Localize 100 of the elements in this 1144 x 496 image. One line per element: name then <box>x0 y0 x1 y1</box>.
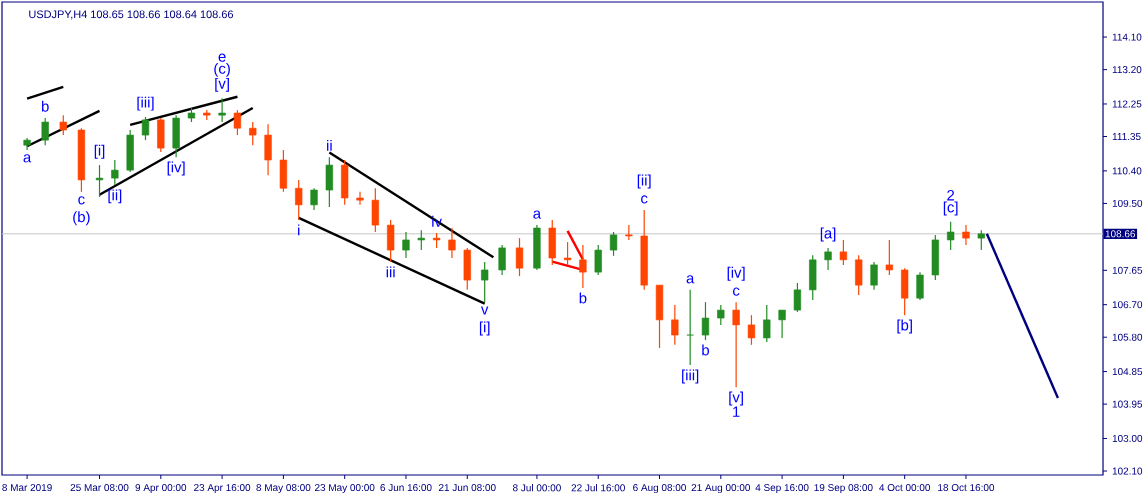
y-tick-label: 106.70 <box>1112 301 1143 309</box>
x-tick-label: 4 Sep 16:00 <box>755 484 809 494</box>
annotation: a <box>533 210 542 219</box>
candlestick <box>448 227 456 259</box>
x-tick-label: 21 Jun 08:00 <box>438 484 496 492</box>
annotation: [c] <box>943 201 958 216</box>
y-tick-label: 105.80 <box>1112 333 1143 341</box>
candlestick <box>763 304 771 343</box>
candlestick <box>793 282 802 313</box>
x-tick-label: 25 Mar 08:00 <box>70 484 129 492</box>
text: USDJPY,H4 108.65 108.66 108.64 108.66 <box>29 10 234 20</box>
annotation: c <box>641 195 648 204</box>
y-tick-label: 110.40 <box>1112 167 1142 175</box>
y-tick-label: 109.50 <box>1112 199 1143 207</box>
annotation: [iii] <box>137 96 154 111</box>
y-tick-label: 112.25 <box>1112 100 1142 108</box>
candlestick <box>717 304 725 326</box>
x-tick-label: 21 Aug 00:00 <box>691 484 751 494</box>
annotation: [ii] <box>108 189 122 204</box>
candlestick <box>141 116 150 141</box>
candlestick <box>295 179 303 221</box>
x-tick-label: 8 May 08:00 <box>256 484 311 494</box>
annotation: c <box>78 196 85 205</box>
candlestick <box>594 244 602 276</box>
x-tick-label: 23 May 00:00 <box>315 484 375 494</box>
candlestick <box>515 237 524 277</box>
annotation: b <box>579 292 587 304</box>
annotation: b <box>702 344 710 356</box>
y-tick-label: 104.85 <box>1112 368 1143 376</box>
candlestick <box>579 244 587 289</box>
candlestick <box>686 289 694 366</box>
x-tick-label: 4 Oct 00:00 <box>879 484 931 492</box>
candlestick <box>233 109 242 136</box>
annotation: [iv] <box>167 161 185 176</box>
candlestick <box>916 271 924 301</box>
annotation: [iii] <box>682 369 699 384</box>
x-tick-label: 19 Sep 08:00 <box>814 484 873 494</box>
candlestick <box>625 224 633 241</box>
candlestick <box>947 221 955 251</box>
candlestick <box>870 261 878 291</box>
candlestick <box>402 231 410 259</box>
y-tick-label: 103.95 <box>1112 400 1143 408</box>
y-tick-label: 111.35 <box>1112 132 1141 141</box>
y-tick-label: 113.20 <box>1112 66 1142 74</box>
y-tick-label: 107.65 <box>1112 266 1143 274</box>
candlestick <box>778 309 786 339</box>
y-tick-label: 102.10 <box>1112 467 1143 475</box>
candlestick <box>356 191 364 206</box>
candlestick <box>824 247 832 271</box>
x-tick-label: 23 Apr 16:00 <box>194 484 251 494</box>
x-tick-label: 6 Aug 08:00 <box>633 484 686 494</box>
y-tick-label: 103.00 <box>1112 434 1143 442</box>
candlestick <box>310 187 318 211</box>
candlestick <box>701 301 710 341</box>
x-tick-label: 8 Jul 00:00 <box>512 484 561 492</box>
annotation: [iv] <box>727 266 745 281</box>
candlestick <box>962 224 970 246</box>
candlestick <box>747 314 756 346</box>
annotation: (b) <box>73 211 90 226</box>
candlestick <box>885 239 893 276</box>
annotation: [i] <box>479 321 490 336</box>
annotation: 2 <box>947 190 955 201</box>
y-tick-label: 114.10 <box>1112 33 1142 41</box>
x-tick-label: 6 Jun 16:00 <box>380 484 432 492</box>
candlestick <box>732 301 740 388</box>
annotation: ii <box>327 139 332 151</box>
candlestick <box>481 261 489 303</box>
annotation: a <box>686 275 695 284</box>
candlestick <box>609 231 618 257</box>
annotation: [b] <box>897 319 912 334</box>
x-tick-label: 18 Oct 16:00 <box>938 484 995 492</box>
candlestick <box>111 159 119 186</box>
annotation: b <box>42 100 49 112</box>
annotation: c <box>733 287 740 296</box>
annotation: [ii] <box>637 174 651 189</box>
ref-line-label: 108.66 <box>1105 230 1136 238</box>
annotation: a <box>23 154 32 163</box>
x-tick-label: 8 Mar 2019 <box>2 484 52 492</box>
annotation: [i] <box>94 144 105 159</box>
candlestick <box>218 97 226 123</box>
candlestick <box>977 229 985 251</box>
annotation: [v] <box>729 391 743 406</box>
annotation: (c) <box>214 62 230 77</box>
x-tick-label: 9 Apr 00:00 <box>135 484 187 494</box>
annotation: [a] <box>820 227 836 242</box>
candlestick <box>498 244 506 276</box>
annotation: iii <box>386 266 395 278</box>
candlestick <box>249 121 257 146</box>
annotation: v <box>481 306 489 315</box>
candlestick <box>563 241 572 266</box>
candlestick <box>417 229 425 251</box>
annotation: e <box>218 53 226 62</box>
x-tick-label: 22 Jul 16:00 <box>571 484 625 492</box>
candlestick <box>95 164 104 198</box>
candlestick <box>839 239 848 266</box>
annotation: [v] <box>215 77 229 92</box>
candlestick <box>41 117 49 146</box>
annotation: 1 <box>733 406 740 417</box>
candlestick <box>59 114 67 136</box>
annotation: i <box>298 224 300 236</box>
